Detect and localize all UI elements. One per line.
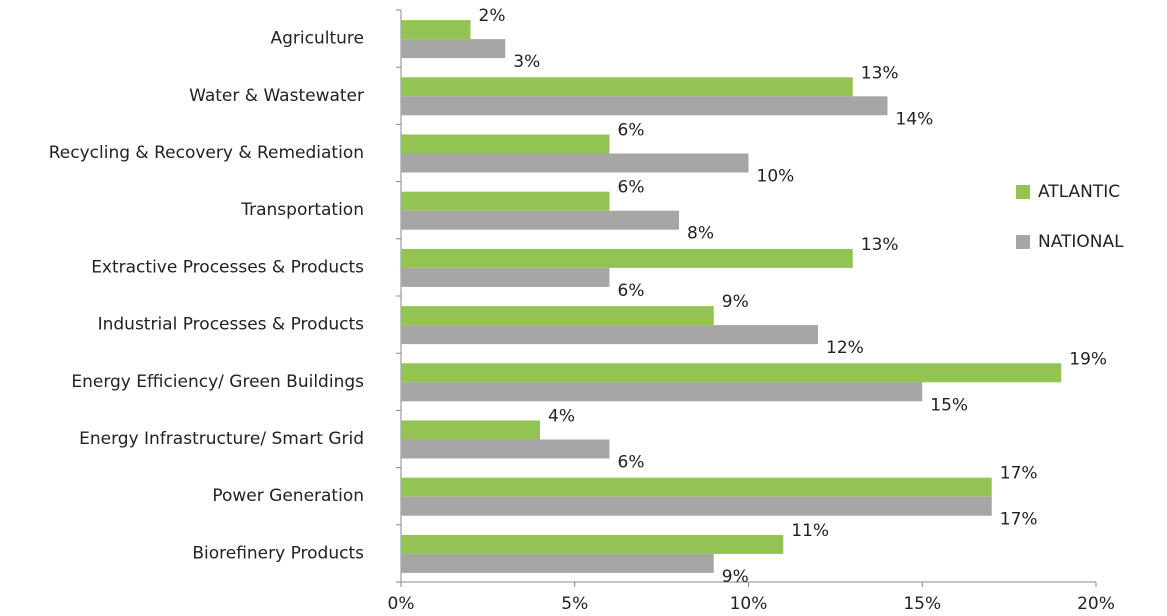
bar — [401, 534, 784, 554]
data-label: 12% — [826, 338, 864, 358]
y-tick-label: Recycling & Recovery & Remediation — [49, 143, 364, 163]
bar — [401, 134, 610, 154]
data-label: 8% — [687, 224, 714, 244]
bar — [401, 477, 992, 497]
y-tick-label: Biorefinery Products — [192, 543, 364, 563]
y-tick-label: Water & Wastewater — [189, 86, 364, 106]
bar — [401, 363, 1062, 383]
y-tick-label: Power Generation — [212, 486, 364, 506]
data-label: 19% — [1069, 349, 1107, 369]
data-label: 15% — [930, 395, 968, 415]
y-tick-label: Energy Infrastructure/ Smart Grid — [79, 429, 364, 449]
bar — [401, 20, 471, 40]
y-tick-label: Agriculture — [271, 29, 365, 49]
y-tick-label: Energy Efficiency/ Green Buildings — [71, 372, 364, 392]
y-tick-label: Transportation — [240, 200, 364, 220]
y-tick-label: Industrial Processes & Products — [98, 315, 365, 335]
data-label: 9% — [722, 567, 749, 587]
legend-label: NATIONAL — [1038, 232, 1124, 252]
bar — [401, 96, 888, 116]
data-label: 6% — [618, 121, 645, 141]
data-label: 11% — [791, 521, 829, 541]
x-tick-label: 5% — [561, 594, 588, 614]
bar — [401, 439, 610, 459]
data-label: 13% — [861, 63, 899, 83]
data-label: 10% — [757, 167, 795, 187]
x-tick-label: 10% — [730, 594, 768, 614]
x-tick-label: 0% — [388, 594, 415, 614]
bar — [401, 306, 714, 326]
bar — [401, 325, 818, 345]
bar — [401, 39, 506, 59]
bar — [401, 553, 714, 573]
x-tick-label: 20% — [1077, 594, 1115, 614]
data-label: 2% — [479, 6, 506, 26]
data-label: 6% — [618, 178, 645, 198]
x-tick-label: 15% — [903, 594, 941, 614]
bar — [401, 420, 540, 440]
data-label: 3% — [513, 52, 540, 72]
legend-swatch — [1016, 235, 1030, 249]
data-label: 4% — [548, 407, 575, 427]
data-label: 9% — [722, 292, 749, 312]
bar — [401, 210, 679, 230]
bar — [401, 267, 610, 287]
bar — [401, 248, 853, 268]
legend-swatch — [1016, 185, 1030, 199]
bar — [401, 153, 749, 173]
bar — [401, 496, 992, 516]
data-label: 6% — [618, 453, 645, 473]
data-label: 17% — [1000, 464, 1038, 484]
bar — [401, 382, 923, 402]
y-tick-label: Extractive Processes & Products — [91, 257, 364, 277]
bar — [401, 191, 610, 211]
data-label: 17% — [1000, 510, 1038, 530]
data-label: 14% — [896, 109, 934, 129]
data-label: 13% — [861, 235, 899, 255]
bar — [401, 77, 853, 97]
data-label: 6% — [618, 281, 645, 301]
legend-label: ATLANTIC — [1038, 182, 1120, 202]
